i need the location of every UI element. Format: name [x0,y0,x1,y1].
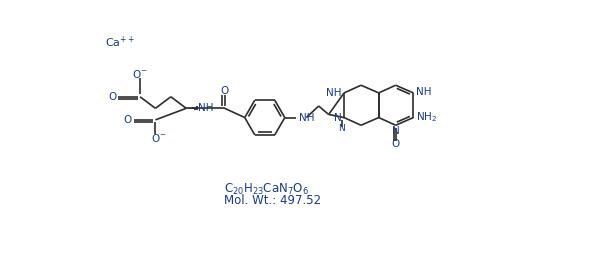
Text: O: O [392,139,400,149]
Text: N: N [334,112,341,123]
Text: N: N [392,126,399,137]
Text: NH$_2$: NH$_2$ [416,111,437,124]
Text: C$_{20}$H$_{23}$CaN$_{7}$O$_{6}$: C$_{20}$H$_{23}$CaN$_{7}$O$_{6}$ [224,182,309,197]
Text: O: O [221,86,229,96]
Text: Ca$^{++}$: Ca$^{++}$ [106,34,136,50]
Text: Mol. Wt.: 497.52: Mol. Wt.: 497.52 [224,194,321,207]
Text: NH: NH [327,88,341,98]
Text: O: O [108,92,116,102]
Text: O$^{-}$: O$^{-}$ [152,132,167,144]
Text: O: O [124,115,132,125]
Text: NH: NH [416,87,431,97]
Text: N: N [338,124,345,133]
Text: NH: NH [198,103,213,113]
Text: NH: NH [298,113,314,123]
Text: O$^{-}$: O$^{-}$ [133,68,148,80]
